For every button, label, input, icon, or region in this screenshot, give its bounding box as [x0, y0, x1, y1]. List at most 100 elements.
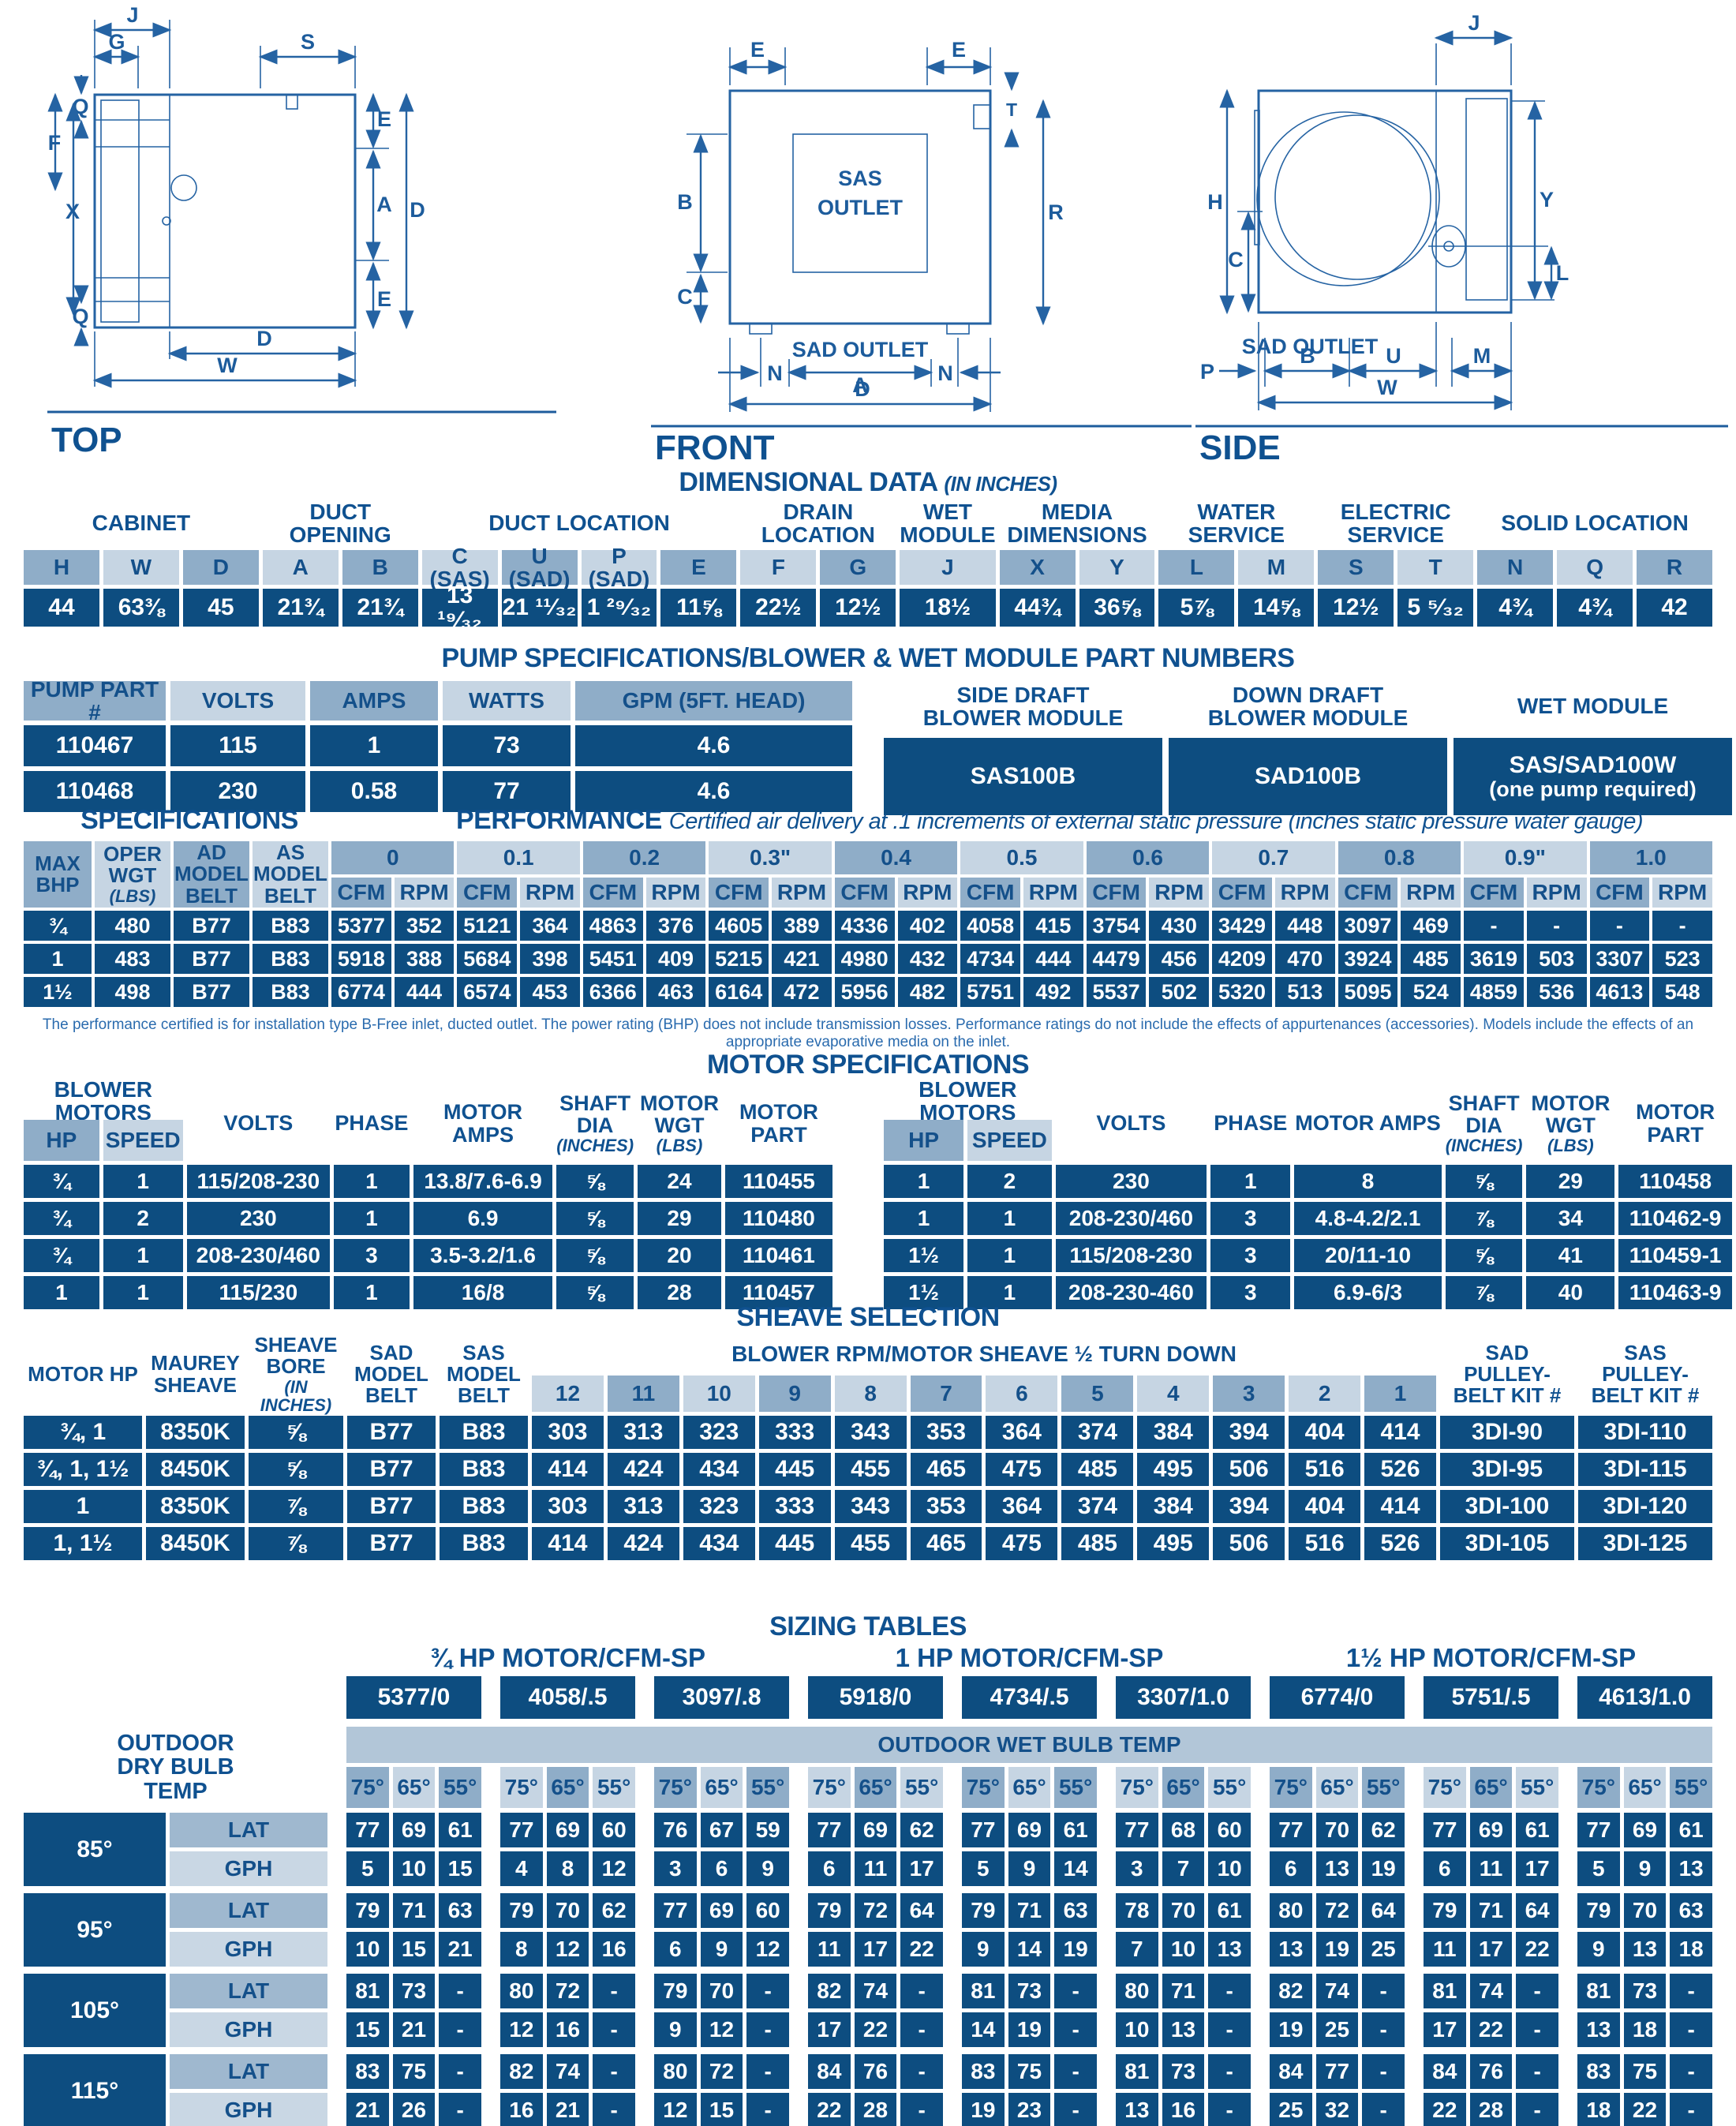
motor-value-cell: 16/8 [413, 1276, 553, 1309]
sheave-rpm-cell: 343 [834, 1490, 907, 1523]
sizing-lat-cell: 75 [1008, 2054, 1051, 2089]
sizing-wetbulb-header: 55° [1054, 1767, 1097, 1808]
sheave-rpm-cell: 414 [532, 1453, 604, 1486]
sizing-lat-cell: 76 [654, 1813, 697, 1847]
perf-left-header: MAX BHP [24, 841, 92, 908]
dim-label-j2: J [1468, 11, 1480, 35]
sizing-gph-cell: 21 [392, 2012, 436, 2047]
sheave-rpm-cell: 303 [532, 1490, 604, 1523]
dim-label-u: U [1386, 344, 1401, 368]
sizing-lat-cell: 75 [392, 2054, 436, 2089]
dim-header-cell: H [24, 550, 99, 585]
perf-value-cell: 3429 [1212, 911, 1272, 941]
sizing-gph-cell: - [1516, 2093, 1558, 2126]
motor-hp-header: HP [884, 1120, 964, 1161]
sizing-gph-cell: 19 [1270, 2012, 1312, 2047]
perf-spec-cell: B83 [253, 911, 328, 941]
sizing-wetbulb-header: 65° [1469, 1767, 1513, 1808]
dim-header-cell: Q [1557, 550, 1633, 585]
dim-header-cell: M [1238, 550, 1315, 585]
sheave-spec-cell: 1 [24, 1490, 142, 1523]
sheave-rpm-cell: 526 [1364, 1453, 1436, 1486]
perf-subheader: RPM [1401, 878, 1461, 908]
sizing-gph-cell: 6 [1424, 1851, 1466, 1886]
sizing-lat-cell: 75 [1623, 2054, 1667, 2089]
motor-value-cell: 110480 [724, 1202, 832, 1235]
sheave-turndown-header: 5 [1061, 1376, 1134, 1412]
sizing-lat-cell: 60 [746, 1893, 789, 1928]
dim-value-cell: 13 ¹⁹⁄₃₂ [421, 582, 498, 632]
sizing-gph-cell: 22 [854, 2012, 897, 2047]
dim-group-label: CABINET [92, 511, 191, 536]
sizing-gph-cell: 13 [1670, 1851, 1712, 1886]
motor-value-cell: 1 [103, 1276, 183, 1309]
sizing-lat-cell: 77 [808, 1813, 851, 1847]
perf-value-cell: 4605 [709, 911, 769, 941]
dim-header-cell: U (SAD) [501, 544, 578, 590]
sizing-lat-cell: 67 [700, 1813, 743, 1847]
sizing-lat-cell: 61 [1670, 1813, 1712, 1847]
sizing-lat-cell: 79 [654, 1974, 697, 2008]
sizing-model-header: 5751/.5 [1424, 1676, 1558, 1719]
sizing-lat-cell: 83 [346, 2054, 389, 2089]
sizing-wetbulb-header: 75° [1424, 1767, 1466, 1808]
sizing-gph-cell: 13 [1623, 1932, 1667, 1967]
dim-header-cell: W [103, 550, 179, 585]
sizing-lat-cell: 61 [1054, 1813, 1097, 1847]
sheave-kit-header: SAS PULLEY-BELT KIT # [1591, 1340, 1700, 1408]
sizing-gph-cell: 19 [1362, 1851, 1405, 1886]
sizing-wetbulb-header: 65° [1315, 1767, 1359, 1808]
sheave-turndown-header: 12 [532, 1376, 604, 1412]
sizing-gph-cell: 6 [808, 1851, 851, 1886]
sheave-sad-kit-cell: 3DI-105 [1439, 1527, 1574, 1560]
sheave-rpm-cell: 414 [1364, 1416, 1436, 1449]
perf-subheader: RPM [1526, 878, 1587, 908]
perf-value-cell: 5956 [834, 977, 895, 1007]
sizing-lat-cell: 80 [1116, 1974, 1158, 2008]
pump-value-cell: 115 [170, 725, 305, 766]
front-view-diagram: SAS OUTLET E E T R B C SAD OUTLET [651, 38, 1192, 462]
dim-value-cell: 21¾ [262, 589, 339, 627]
sizing-lat-cell: 80 [1270, 1893, 1312, 1928]
dimensional-data-table: CABINET DUCT OPENING DUCT LOCATION DRAIN LO… [24, 499, 1712, 632]
sizing-lat-cell: 84 [1424, 2054, 1466, 2089]
dim-value-cell: 21¾ [342, 589, 418, 627]
sizing-gph-cell: 7 [1162, 1851, 1205, 1886]
top-caption: TOP [51, 421, 122, 459]
perf-value-cell: 4479 [1086, 944, 1147, 974]
sheave-turndown-header: 4 [1137, 1376, 1210, 1412]
perf-spec-cell: 1½ [24, 977, 92, 1007]
dim-label-e-bot: E [377, 287, 391, 311]
sizing-tables-title: SIZING TABLES [769, 1611, 967, 1641]
dim-header-cell: G [820, 550, 896, 585]
sizing-gph-cell: 14 [1054, 1851, 1097, 1886]
motor-column-header: SHAFT DIA (INCHES) [556, 1091, 634, 1156]
dim-value-cell: 5 ⁵⁄₃₂ [1397, 589, 1474, 627]
perf-spec-cell: 483 [95, 944, 170, 974]
pump-header-cell: VOLTS [170, 681, 305, 721]
sheave-rpm-cell: 323 [683, 1416, 755, 1449]
sizing-gph-cell: 19 [1315, 1932, 1359, 1967]
perf-pressure-header: 0 [331, 841, 455, 874]
sheave-rpm-cell: 364 [986, 1490, 1058, 1523]
sizing-model-header: 5377/0 [346, 1676, 481, 1719]
sizing-gph-cell: 12 [700, 2012, 743, 2047]
motor-column-header: SHAFT DIA (INCHES) [1445, 1091, 1523, 1156]
sizing-gph-cell: - [900, 2093, 943, 2126]
perf-spec-cell: 480 [95, 911, 170, 941]
perf-subheader: RPM [1652, 878, 1712, 908]
perf-pressure-header: 0.7 [1212, 841, 1335, 874]
sizing-temp-group: 85° LAT GPH 77 69 61 77 69 60 76 67 59 77 69 62 77 69 61 7… [24, 1813, 1712, 1886]
perf-value-cell: 3307 [1589, 944, 1650, 974]
sizing-wetbulb-header: 75° [1577, 1767, 1620, 1808]
dim-value-cell: 42 [1637, 589, 1712, 627]
sizing-gph-cell: - [1054, 2012, 1097, 2047]
sizing-gph-cell: - [1208, 2093, 1251, 2126]
sheave-rpm-cell: 313 [607, 1416, 679, 1449]
sheave-rpm-cell: 465 [910, 1527, 982, 1560]
sizing-lat-cell: 83 [962, 2054, 1005, 2089]
dim-group-label: ELECTRIC SERVICE [1340, 499, 1451, 547]
sizing-gph-cell: - [439, 2093, 481, 2126]
motor-column-header: PHASE [1214, 1111, 1288, 1136]
perf-subheader: CFM [582, 878, 643, 908]
